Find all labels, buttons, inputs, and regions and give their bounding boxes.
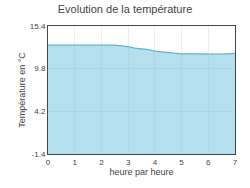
svg-text:4: 4 <box>153 158 158 167</box>
svg-text:1: 1 <box>72 158 77 167</box>
svg-text:Température en °C: Température en °C <box>17 52 27 128</box>
svg-text:2: 2 <box>99 158 104 167</box>
svg-text:4.2: 4.2 <box>34 107 46 116</box>
svg-text:heure par heure: heure par heure <box>109 167 173 177</box>
svg-text:15.4: 15.4 <box>30 22 46 31</box>
svg-text:0: 0 <box>46 158 51 167</box>
svg-text:6: 6 <box>206 158 211 167</box>
svg-text:Evolution de la température: Evolution de la température <box>58 3 193 15</box>
svg-text:9.8: 9.8 <box>34 64 46 73</box>
svg-text:-1.4: -1.4 <box>32 150 46 159</box>
svg-text:5: 5 <box>179 158 184 167</box>
svg-text:3: 3 <box>126 158 131 167</box>
svg-text:7: 7 <box>233 158 238 167</box>
